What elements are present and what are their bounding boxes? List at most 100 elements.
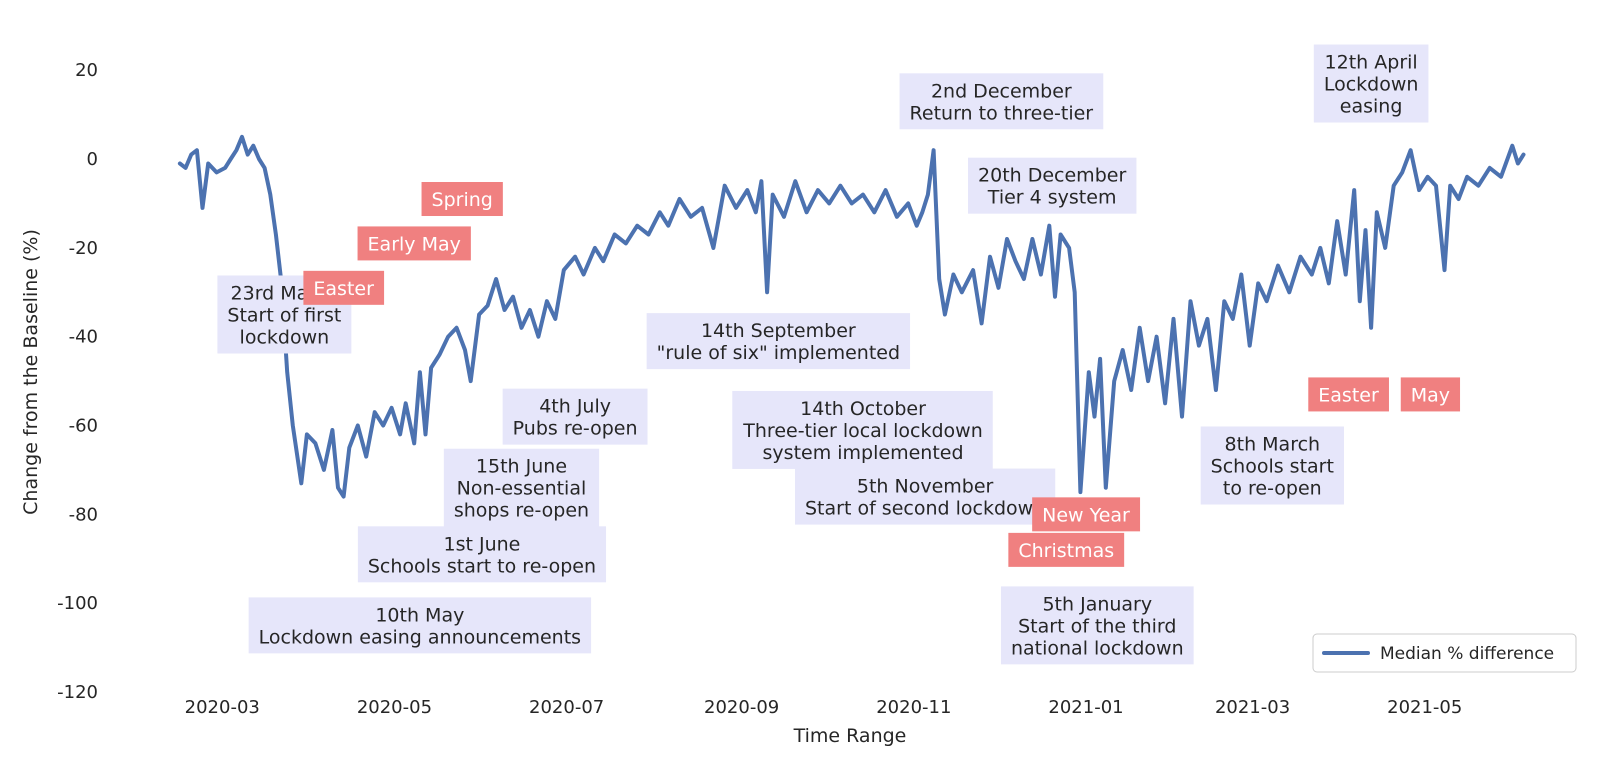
x-tick-label: 2020-09 — [704, 697, 779, 718]
annotation-box-line: 20th December — [978, 165, 1126, 187]
annotation-box: 14th September "rule of six" implemented — [646, 313, 911, 370]
holiday-label-line: Early May — [368, 233, 461, 255]
annotation-box-bg — [795, 468, 1056, 525]
annotation-box-bg — [1313, 44, 1429, 123]
x-axis-ticks: 2020-03 2020-05 2020-07 2020-09 2020-11 2021-… — [185, 697, 1463, 718]
holiday-label-line: Easter — [313, 278, 374, 300]
holiday-label: Easter — [1308, 377, 1389, 412]
holiday-label: Early May — [357, 226, 471, 261]
y-tick-label: -80 — [69, 504, 98, 525]
holiday-label-line: Spring — [432, 189, 493, 211]
holiday-label-line: New Year — [1042, 504, 1130, 526]
holiday-label-line: May — [1411, 384, 1450, 406]
holiday-label-text: Spring — [432, 189, 493, 211]
holiday-label: Spring — [421, 182, 503, 217]
annotation-box-text: 20th December Tier 4 system — [978, 165, 1126, 209]
holiday-label-bg — [303, 270, 385, 305]
x-tick-label: 2020-11 — [876, 697, 951, 718]
annotation-box-line: 12th April — [1325, 52, 1418, 74]
legend-frame — [1312, 633, 1577, 673]
annotation-box-line: Schools start to re-open — [368, 555, 596, 577]
annotation-box-line: lockdown — [240, 326, 330, 348]
annotation-box-bg — [899, 73, 1104, 130]
y-tick-label: 0 — [87, 149, 98, 170]
x-tick-label: 2021-01 — [1048, 697, 1123, 718]
annotation-box-text: 8th March Schools start to re-open — [1211, 433, 1334, 499]
holiday-label-text: New Year — [1042, 504, 1130, 526]
annotation-box-bg — [1000, 586, 1194, 665]
annotation-box-line: Pubs re-open — [513, 418, 638, 440]
series-line — [177, 134, 1526, 499]
annotation-box: 14th October Three-tier local lockdown sys… — [732, 390, 993, 469]
legend: Median % difference — [1312, 633, 1577, 673]
annotation-box-line: Lockdown — [1324, 74, 1419, 96]
annotation-box-line: Start of first — [227, 304, 341, 326]
annotation-box-text: 4th July Pubs re-open — [513, 396, 638, 440]
annotation-box-line: Schools start — [1211, 455, 1334, 477]
annotation-box-text: 14th September "rule of six" implemented — [657, 320, 900, 364]
annotation-box-text: 2nd December Return to three-tier — [910, 80, 1094, 124]
annotation-box-text: 12th April Lockdown easing — [1324, 52, 1419, 118]
holiday-label-text: Christmas — [1018, 540, 1114, 562]
annotation-box-text: 14th October Three-tier local lockdown sys… — [742, 398, 982, 464]
annotation-box-line: 15th June — [476, 456, 567, 478]
annotation-box-bg — [502, 388, 648, 445]
y-axis-ticks: 20 0 -20 -40 -60 -80 -100 -120 — [57, 60, 98, 703]
holiday-label-line: Christmas — [1018, 540, 1114, 562]
annotation-box-line: 5th January — [1042, 593, 1152, 615]
holiday-label: Easter — [303, 270, 385, 305]
annotation-box: 4th July Pubs re-open — [502, 388, 648, 445]
annotation-box-text: 10th May Lockdown easing announcements — [259, 604, 581, 648]
annotation-box: 20th December Tier 4 system — [968, 157, 1137, 214]
x-tick-label: 2021-03 — [1215, 697, 1290, 718]
annotation-box-line: "rule of six" implemented — [657, 342, 900, 364]
annotation-box-bg — [646, 313, 911, 370]
annotation-box-line: Non-essential — [457, 478, 587, 500]
annotation-box-line: 4th July — [539, 396, 611, 418]
y-tick-label: -100 — [57, 593, 98, 614]
annotation-box-line: shops re-open — [454, 500, 589, 522]
annotation-box-bg — [357, 526, 607, 583]
x-tick-label: 2020-07 — [529, 697, 604, 718]
annotation-box: 1st June Schools start to re-open — [357, 526, 607, 583]
holiday-label-text: Early May — [368, 233, 461, 255]
annotation-box-line: 10th May — [375, 604, 464, 626]
holiday-label-text: May — [1411, 384, 1450, 406]
holiday-label-bg — [357, 226, 471, 261]
y-tick-label: -40 — [69, 327, 98, 348]
annotation-box-text: 1st June Schools start to re-open — [368, 533, 596, 577]
annotation-box: 8th March Schools start to re-open — [1200, 426, 1344, 505]
legend-label: Median % difference — [1380, 644, 1554, 664]
holiday-label: Christmas — [1008, 532, 1125, 567]
annotation-box-bg — [732, 390, 993, 469]
x-tick-label: 2020-05 — [357, 697, 432, 718]
annotation-box-line: 5th November — [857, 476, 994, 498]
annotation-box-text: 5th November Start of second lockdown — [805, 476, 1045, 520]
annotation-box: 15th June Non-essential shops re-open — [443, 448, 600, 527]
annotation-box-line: Three-tier local lockdown — [742, 420, 982, 442]
annotation-box-bg — [443, 448, 600, 527]
holiday-label: New Year — [1032, 497, 1141, 532]
holiday-label-bg — [421, 182, 503, 217]
y-tick-label: -120 — [57, 682, 98, 703]
annotation-box-line: Start of the third — [1018, 615, 1176, 637]
annotation-box-line: Start of second lockdown — [805, 498, 1045, 520]
holiday-label-text: Easter — [313, 278, 374, 300]
x-axis-title: Time Range — [793, 725, 907, 747]
annotation-box: 12th April Lockdown easing — [1313, 44, 1429, 123]
annotation-box: 5th January Start of the third national lo… — [1000, 586, 1194, 665]
holiday-label-bg — [1032, 497, 1141, 532]
annotation-box: 2nd December Return to three-tier — [899, 73, 1104, 130]
annotation-box-line: 14th September — [701, 320, 856, 342]
annotation-box-bg — [1200, 426, 1344, 505]
x-tick-label: 2020-03 — [185, 697, 260, 718]
annotation-box-line: to re-open — [1223, 477, 1322, 499]
holiday-label-bg — [1008, 532, 1125, 567]
annotation-box-line: system implemented — [763, 442, 964, 464]
annotation-box-line: 2nd December — [931, 80, 1072, 102]
annotation-box-text: 15th June Non-essential shops re-open — [454, 456, 589, 522]
annotation-box-line: Return to three-tier — [910, 102, 1094, 124]
y-tick-label: -60 — [69, 416, 98, 437]
